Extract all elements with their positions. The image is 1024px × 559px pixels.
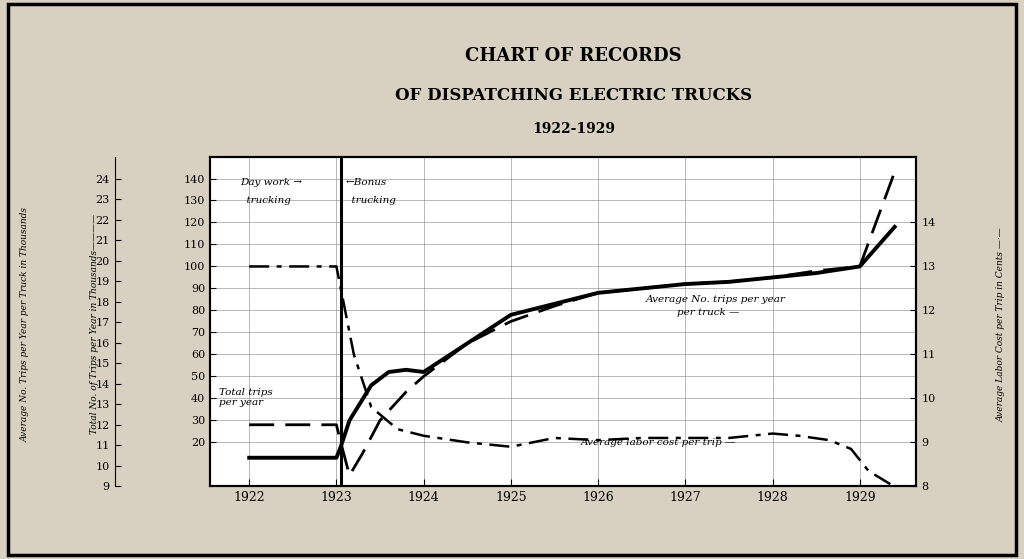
Text: 1922-1929: 1922-1929 xyxy=(531,121,615,136)
Text: Total No. of Trips per Year in Thousands————: Total No. of Trips per Year in Thousands… xyxy=(90,214,98,434)
Text: Average No. Trips per Year per Truck in Thousands: Average No. Trips per Year per Truck in … xyxy=(22,207,30,442)
Text: ←Bonus: ←Bonus xyxy=(345,178,386,187)
Text: trucking: trucking xyxy=(345,196,396,205)
Text: Day work →: Day work → xyxy=(241,178,302,187)
Text: Average labor cost per trip —: Average labor cost per trip — xyxy=(581,438,736,447)
Text: Total trips
per year: Total trips per year xyxy=(219,387,272,407)
Text: per truck —: per truck — xyxy=(677,308,739,317)
Text: Average Labor Cost per Trip in Cents —·—: Average Labor Cost per Trip in Cents —·— xyxy=(997,227,1006,421)
Text: CHART OF RECORDS: CHART OF RECORDS xyxy=(465,47,682,65)
Text: trucking: trucking xyxy=(241,196,291,205)
Text: Average No. trips per year: Average No. trips per year xyxy=(646,295,786,304)
Text: OF DISPATCHING ELECTRIC TRUCKS: OF DISPATCHING ELECTRIC TRUCKS xyxy=(395,87,752,103)
